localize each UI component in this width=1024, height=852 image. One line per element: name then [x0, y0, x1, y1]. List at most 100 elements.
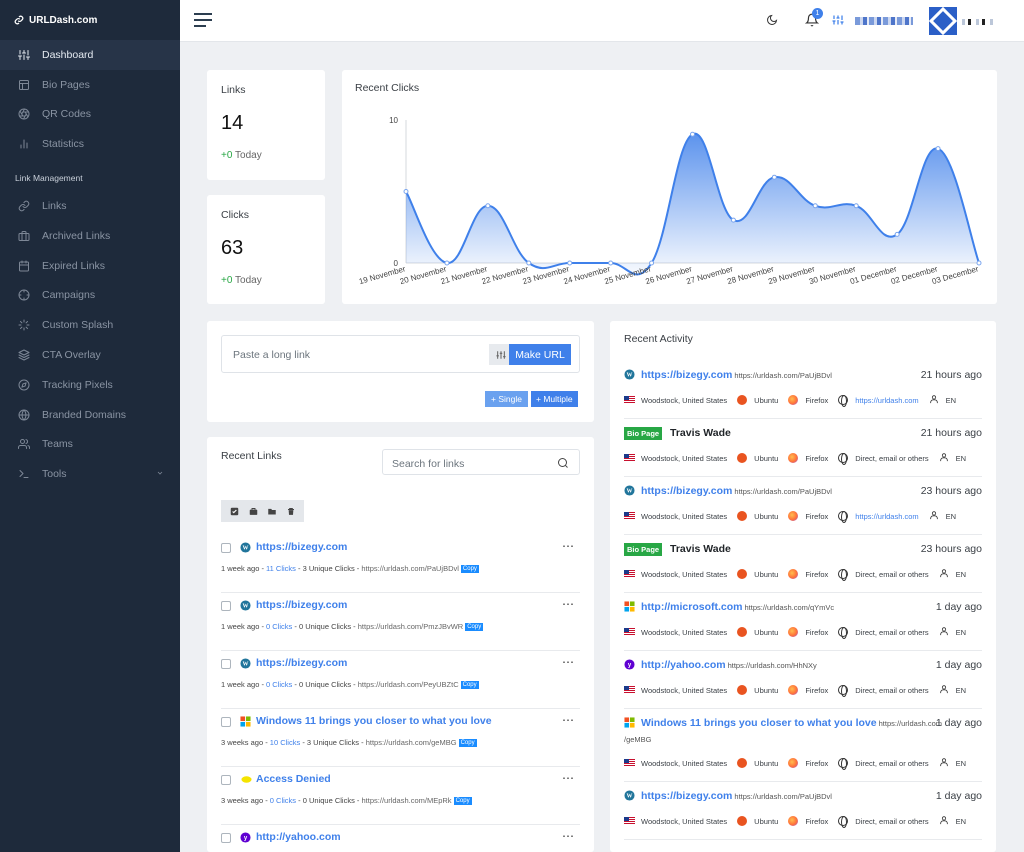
briefcase-icon[interactable] [249, 507, 258, 516]
data-point[interactable] [730, 217, 736, 223]
copy-button[interactable]: Copy [458, 739, 477, 747]
multiple-mode-button[interactable]: + Multiple [531, 391, 578, 407]
more-options-icon[interactable]: ⋯ [562, 829, 574, 843]
copy-button[interactable]: Copy [453, 797, 472, 805]
activity-title[interactable]: https://bizegy.com https://urldash.com/Pa… [641, 790, 832, 802]
data-point[interactable] [853, 203, 859, 209]
sidebar-item-tools[interactable]: Tools [0, 459, 180, 489]
search-icon[interactable] [557, 457, 569, 469]
activity-title[interactable]: http://microsoft.com https://urldash.com/… [641, 601, 835, 613]
link-clicks[interactable]: 10 Clicks [269, 738, 301, 747]
menu-toggle-icon[interactable] [194, 13, 212, 31]
link-checkbox[interactable] [221, 775, 231, 785]
link-checkbox[interactable] [221, 833, 231, 843]
link-clicks[interactable]: 11 Clicks [266, 564, 296, 573]
sidebar-item-cta-overlay[interactable]: CTA Overlay [0, 340, 180, 370]
activity-title[interactable]: https://bizegy.com https://urldash.com/Pa… [641, 369, 832, 381]
sidebar-item-expired-links[interactable]: Expired Links [0, 251, 180, 281]
link-clicks[interactable]: 0 Clicks [266, 622, 293, 631]
activity-title[interactable]: Windows 11 brings you closer to what you… [641, 717, 942, 729]
data-point[interactable] [771, 174, 777, 180]
data-point[interactable] [935, 146, 941, 152]
data-point[interactable] [812, 203, 818, 209]
data-point[interactable] [485, 203, 491, 209]
activity-title[interactable]: http://yahoo.com https://urldash.com/HhNX… [641, 659, 817, 671]
us-flag-icon [624, 759, 635, 767]
activity-referrer[interactable]: https://urldash.com [855, 511, 919, 521]
folder-icon[interactable] [267, 507, 277, 516]
activity-referrer[interactable]: https://urldash.com [855, 395, 919, 405]
search-links-input[interactable]: Search for links [382, 449, 580, 475]
user-menu-redacted[interactable] [962, 19, 994, 25]
long-link-input[interactable]: Paste a long link Make URL [221, 335, 580, 373]
make-url-button[interactable]: Make URL [509, 344, 571, 365]
data-point[interactable] [690, 131, 695, 137]
brand[interactable]: URLDash.com [0, 0, 180, 40]
data-point[interactable] [976, 260, 982, 266]
activity-short-url[interactable]: https://urldash.com/PaUjBDvl [734, 371, 832, 380]
link-short-url[interactable]: https://urldash.com/PmzJBvWR [357, 622, 464, 631]
link-short-url[interactable]: https://urldash.com/PeyUBZtC [357, 680, 459, 689]
moon-icon[interactable] [766, 14, 778, 26]
more-options-icon[interactable]: ⋯ [562, 597, 574, 611]
activity-title[interactable]: https://bizegy.com https://urldash.com/Pa… [641, 485, 832, 497]
link-checkbox[interactable] [221, 717, 231, 727]
activity-short-url[interactable]: https://urldash.com/HhNXy [727, 661, 817, 670]
sidebar-item-links[interactable]: Links [0, 191, 180, 221]
link-short-url[interactable]: https://urldash.com/MEpRk [361, 796, 452, 805]
bell-icon[interactable] [805, 13, 819, 27]
link-checkbox[interactable] [221, 543, 231, 553]
activity-short-url[interactable]: https://urldash.com/PaUjBDvl [734, 792, 832, 801]
activity-short-url[interactable]: https://urldash.com [878, 719, 942, 728]
sidebar-item-custom-splash[interactable]: Custom Splash [0, 310, 180, 340]
sliders-icon[interactable] [832, 14, 844, 26]
link-title[interactable]: https://bizegy.com [256, 657, 348, 669]
copy-button[interactable]: Copy [465, 623, 484, 631]
link-age: 1 week ago [221, 680, 260, 689]
link-title[interactable]: https://bizegy.com [256, 541, 348, 553]
sidebar-item-dashboard[interactable]: Dashboard [0, 40, 180, 70]
check-square-icon[interactable] [230, 507, 239, 516]
link-short-url[interactable]: https://urldash.com/geMBG [365, 738, 457, 747]
sidebar-item-archived-links[interactable]: Archived Links [0, 221, 180, 251]
link-icon [14, 15, 24, 25]
sidebar-item-teams[interactable]: Teams [0, 430, 180, 460]
more-options-icon[interactable]: ⋯ [562, 655, 574, 669]
link-title[interactable]: https://bizegy.com [256, 599, 348, 611]
copy-button[interactable]: Copy [460, 681, 479, 689]
link-options-button[interactable] [489, 344, 513, 365]
link-title[interactable]: http://yahoo.com [256, 831, 341, 843]
more-options-icon[interactable]: ⋯ [562, 539, 574, 553]
link-title[interactable]: Windows 11 brings you closer to what you… [256, 715, 492, 727]
data-point[interactable] [608, 260, 614, 266]
link-clicks[interactable]: 0 Clicks [266, 680, 293, 689]
link-clicks[interactable]: 0 Clicks [269, 796, 297, 805]
data-point[interactable] [444, 260, 450, 266]
data-point[interactable] [894, 231, 900, 237]
data-point[interactable] [403, 189, 409, 194]
sidebar-item-branded-domains[interactable]: Branded Domains [0, 400, 180, 430]
user-name-redacted[interactable] [855, 17, 913, 25]
more-options-icon[interactable]: ⋯ [562, 771, 574, 785]
link-title[interactable]: Access Denied [256, 773, 331, 785]
trash-icon[interactable] [287, 507, 295, 516]
more-options-icon[interactable]: ⋯ [562, 713, 574, 727]
sidebar-item-qr-codes[interactable]: QR Codes [0, 100, 180, 130]
link-checkbox[interactable] [221, 601, 231, 611]
sidebar-item-bio-pages[interactable]: Bio Pages [0, 70, 180, 100]
data-point[interactable] [567, 260, 573, 266]
avatar[interactable] [929, 7, 957, 35]
sidebar-item-campaigns[interactable]: Campaigns [0, 281, 180, 311]
link-short-url[interactable]: https://urldash.com/PaUjBDvl [361, 564, 459, 573]
single-mode-button[interactable]: + Single [485, 391, 528, 407]
sidebar-item-tracking-pixels[interactable]: Tracking Pixels [0, 370, 180, 400]
activity-short-url[interactable]: https://urldash.com/PaUjBDvl [734, 487, 832, 496]
ubuntu-icon [737, 569, 748, 579]
activity-short-url[interactable]: https://urldash.com/qYmVc [744, 603, 835, 612]
data-point[interactable] [649, 260, 655, 266]
data-point[interactable] [526, 260, 532, 266]
copy-button[interactable]: Copy [460, 565, 479, 573]
link-checkbox[interactable] [221, 659, 231, 669]
sidebar-item-statistics[interactable]: Statistics [0, 129, 180, 159]
